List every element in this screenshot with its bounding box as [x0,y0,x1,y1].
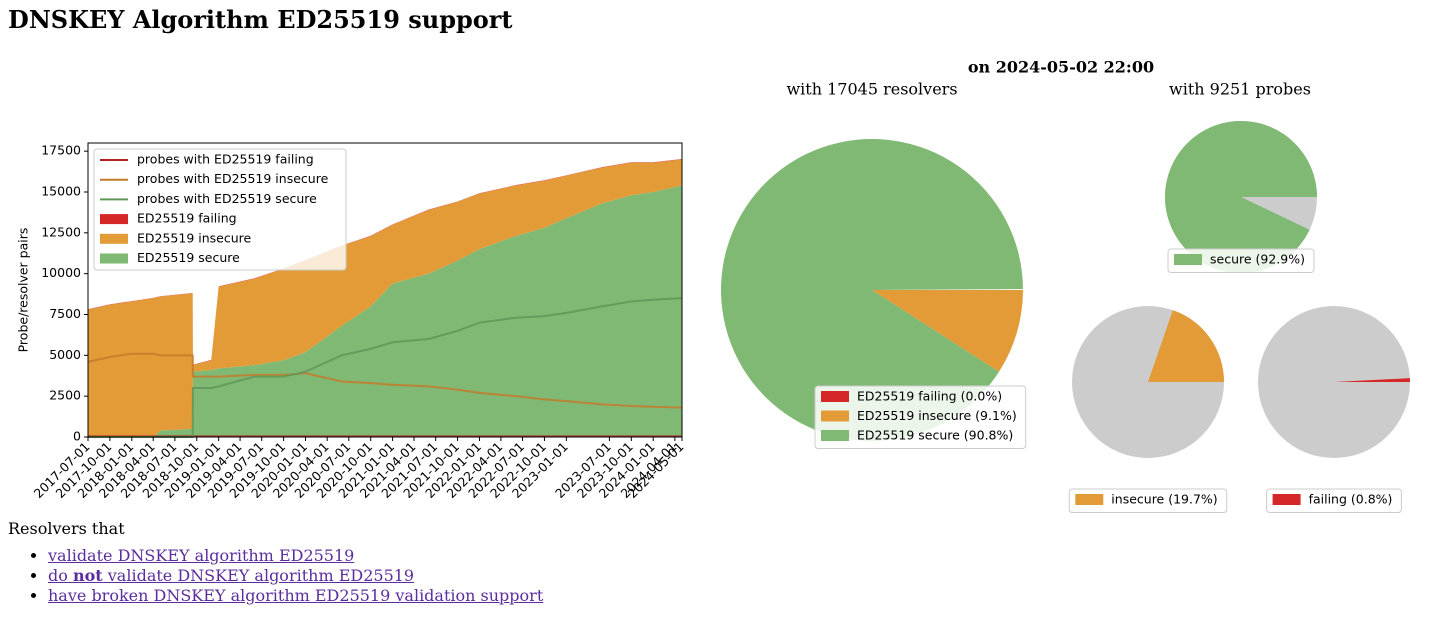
y-tick-label: 7500 [49,306,81,321]
y-axis-label: Probe/resolver pairs [16,228,31,353]
pie-subtitle: with 17045 resolvers [786,80,957,99]
y-tick-label: 17500 [41,143,81,158]
page-title: DNSKEY Algorithm ED25519 support [8,5,513,34]
link-text: validate DNSKEY algorithm ED25519 [102,566,415,585]
snapshot-heading: on 2024-05-02 22:00 [968,58,1154,77]
pie-slice [1334,378,1410,382]
link-item: validate DNSKEY algorithm ED25519 [48,546,543,566]
legend-label: probes with ED25519 insecure [137,171,329,186]
legend-swatch [100,253,128,264]
legend-swatch [1075,494,1104,505]
links-section: Resolvers that validate DNSKEY algorithm… [8,519,543,606]
legend-label: probes with ED25519 failing [137,152,314,167]
link-emphasis: not [72,566,103,585]
legend-swatch [100,233,128,244]
pie-slice [1148,310,1224,382]
legend-box [93,148,347,271]
y-tick-label: 12500 [41,224,81,239]
legend-swatch [821,430,849,441]
legend-label: insecure (19.7%) [1111,492,1217,507]
link-list: validate DNSKEY algorithm ED25519 do not… [8,546,543,606]
legend-label: ED25519 insecure (9.1%) [857,408,1017,423]
link[interactable]: have broken DNSKEY algorithm ED25519 val… [48,586,543,605]
legend-swatch [1174,254,1202,265]
link-item: do not validate DNSKEY algorithm ED25519 [48,566,543,586]
link-text: do [48,566,73,585]
y-tick-label: 5000 [49,347,81,362]
legend-label: ED25519 secure [137,250,240,265]
line [87,352,683,409]
legend-label: ED25519 insecure [137,230,252,245]
y-tick-label: 10000 [41,265,81,280]
pie-slice [872,290,1023,372]
link-text: have broken DNSKEY algorithm ED25519 val… [48,586,544,605]
legend-swatch [821,410,849,422]
y-tick-label: 15000 [41,184,81,199]
charts: on 2024-05-02 22:00 0 2500 5000 7500 10000 12… [16,58,1410,513]
plot-frame [87,142,683,438]
link-item: have broken DNSKEY algorithm ED25519 val… [48,586,543,606]
legend-box [1167,248,1315,273]
pie-subtitle: with 9251 probes [1169,80,1311,99]
link[interactable]: validate DNSKEY algorithm ED25519 [48,546,354,565]
legend-swatch [1272,494,1301,505]
legend-box [1068,488,1228,513]
y-tick-label: 0 [73,429,81,444]
pie-slice [721,139,1023,441]
legend-label: probes with ED25519 secure [137,191,317,206]
pie-slice [1165,121,1317,273]
legend-label: failing (0.8%) [1309,492,1393,507]
legend-swatch [100,214,128,225]
y-tick-label: 2500 [49,388,81,403]
legend-label: secure (92.9%) [1210,252,1305,267]
link-text: validate DNSKEY algorithm ED25519 [48,546,355,565]
area [88,159,682,438]
area [88,185,682,437]
legend-swatch [821,391,849,402]
legend-label: ED25519 secure (90.8%) [857,428,1013,443]
links-intro: Resolvers that [8,519,125,538]
legend-label: ED25519 failing (0.0%) [857,389,1002,404]
link[interactable]: do not validate DNSKEY algorithm ED25519 [48,566,414,585]
legend-box [814,385,1027,449]
legend-label: ED25519 failing [137,211,237,226]
